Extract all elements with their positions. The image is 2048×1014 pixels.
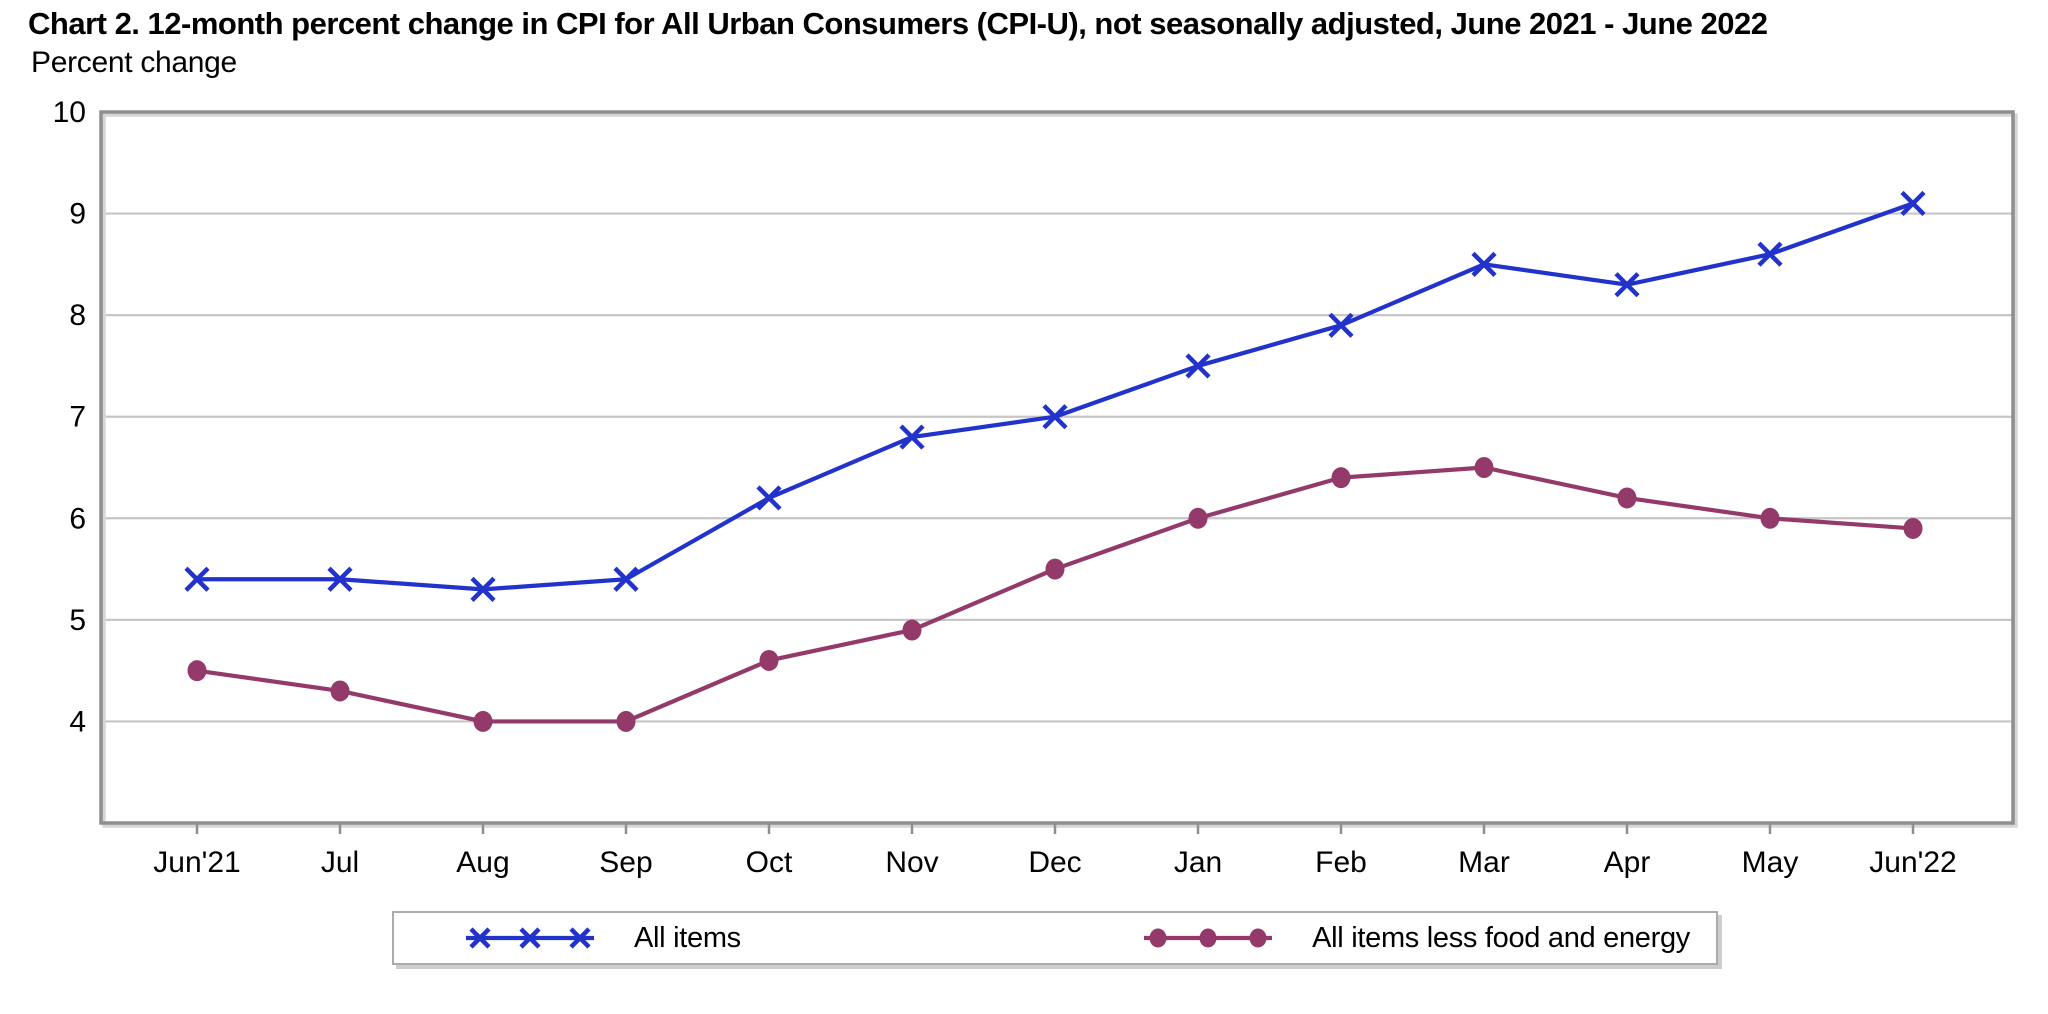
y-tick-label: 8 — [69, 299, 86, 332]
series-all-items-less-food-and-energy — [187, 457, 1923, 732]
series-all-items — [184, 190, 1926, 602]
x-tick-label: Jun'21 — [153, 846, 240, 879]
y-axis-labels: 4 5 6 7 8 9 10 — [53, 96, 86, 738]
y-tick-label: 5 — [69, 604, 86, 637]
x-tick-label: Jul — [321, 846, 359, 879]
x-tick-label: Mar — [1458, 846, 1510, 879]
x-tick-label: Aug — [456, 846, 509, 879]
y-tick-label: 10 — [53, 96, 86, 129]
x-tick-label: Sep — [599, 846, 652, 879]
y-axis-unit-label: Percent change — [31, 46, 237, 79]
plot-frame — [99, 110, 2015, 825]
x-tick-label: Apr — [1604, 846, 1651, 879]
y-tick-label: 7 — [69, 401, 86, 434]
legend-item-all-items: All items — [464, 921, 741, 955]
x-axis-labels: Jun'21 Jul Aug Sep Oct Nov Dec Jan Feb Mar Apr May J… — [153, 846, 1956, 879]
legend-label-all-items-less-food-and-energy: All items less food and energy — [1312, 921, 1690, 954]
legend-label-all-items: All items — [634, 921, 741, 954]
y-tick-label: 6 — [69, 502, 86, 535]
y-tick-label: 9 — [69, 198, 86, 231]
x-tick-label: May — [1742, 846, 1799, 879]
x-tick-label: Oct — [746, 846, 793, 879]
legend-line-sample-all-items-less-food-and-energy — [1144, 928, 1273, 948]
legend-line-sample-all-items — [466, 927, 594, 949]
x-tick-label: Jun'22 — [1869, 846, 1956, 879]
x-tick-label: Nov — [885, 846, 938, 879]
legend-box: All items All items less food and energy — [392, 911, 1718, 965]
y-tick-label: 4 — [69, 705, 86, 738]
chart-title: Chart 2. 12-month percent change in CPI … — [28, 6, 1768, 41]
x-tick-label: Feb — [1315, 846, 1367, 879]
x-tick-label: Dec — [1028, 846, 1081, 879]
legend-item-all-items-less-food-and-energy: All items less food and energy — [1142, 921, 1690, 955]
x-tick-label: Jan — [1174, 846, 1222, 879]
x-axis-ticks — [195, 823, 1915, 834]
